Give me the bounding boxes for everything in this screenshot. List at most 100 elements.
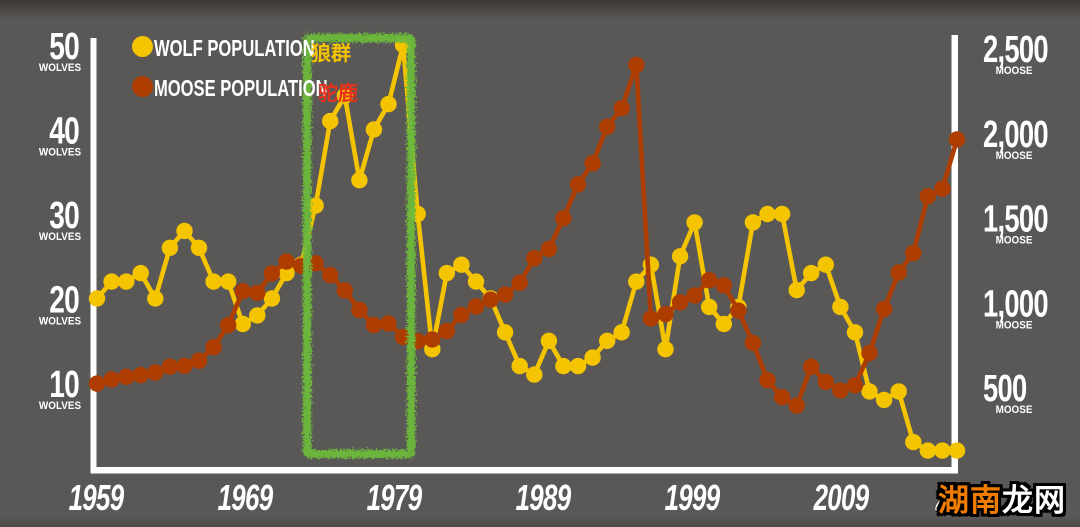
wolf-data-point (934, 442, 951, 459)
wolf-legend-label-zh: 狼群 (311, 43, 351, 65)
moose-data-point (569, 176, 587, 193)
moose-data-point (118, 368, 135, 385)
moose-data-point (424, 331, 441, 348)
left-axis-unit-label: WOLVES (39, 232, 81, 244)
left-axis-tick-label: 20 (49, 280, 79, 322)
moose-series-line (94, 62, 960, 408)
wolf-data-point (569, 357, 587, 375)
moose-data-point (788, 397, 805, 414)
moose-data-point (890, 264, 907, 281)
bottom-axis-line (90, 467, 958, 474)
wolf-data-point (88, 290, 106, 307)
left-axis-tick-label: 30 (49, 195, 79, 237)
wolf-data-point (715, 315, 732, 333)
moose-data-point (496, 286, 514, 303)
moose-data-point (511, 274, 528, 291)
x-axis-tick-label: 1989 (516, 478, 572, 518)
x-axis-tick-label: 1969 (218, 478, 274, 518)
moose-data-point (205, 339, 222, 356)
moose-data-point (263, 265, 281, 282)
moose-data-point (438, 322, 455, 340)
wolf-data-point (453, 256, 470, 273)
wolf-data-point (540, 332, 558, 349)
moose-data-point (875, 300, 893, 318)
x-axis-tick-label: 1959 (69, 478, 125, 518)
moose-data-point (919, 188, 936, 205)
moose-data-point (773, 389, 791, 406)
wolf-data-point (613, 324, 630, 341)
wolf-data-point (526, 366, 543, 383)
wolf-legend-label: WOLF POPULATION (154, 35, 315, 61)
right-axis-unit-label: MOOSE (996, 235, 1033, 247)
right-axis-tick-label: 2,500 (983, 29, 1048, 71)
moose-data-point (88, 375, 106, 392)
wolf-data-point (263, 290, 281, 307)
wolf-data-point (657, 341, 674, 358)
watermark-orange-text: 湖南 (938, 483, 1002, 518)
wolf-data-point (365, 121, 383, 138)
wolf-data-point (220, 273, 237, 290)
moose-data-point (103, 371, 120, 388)
moose-legend-label-zh: 驼鹿 (318, 83, 358, 105)
left-axis-line (90, 38, 97, 473)
wolf-data-point (671, 248, 689, 265)
wolf-data-point (205, 273, 222, 290)
wolf-data-point (278, 264, 295, 282)
wolf-data-point (496, 324, 514, 341)
x-axis-tick-label: 2019 (935, 478, 992, 518)
moose-data-point (132, 366, 149, 384)
wolf-data-point (788, 281, 805, 299)
right-axis-unit-label: MOOSE (996, 150, 1033, 162)
left-axis-unit-label: WOLVES (39, 401, 81, 413)
moose-data-point (628, 56, 645, 74)
moose-data-point (599, 118, 616, 135)
moose-data-point (817, 373, 834, 391)
moose-data-point (453, 306, 470, 324)
left-axis-tick-label: 10 (49, 364, 79, 406)
moose-data-point (642, 310, 660, 327)
wolf-data-point (686, 214, 703, 231)
right-axis-unit-label: MOOSE (996, 66, 1033, 78)
left-axis-unit-label: WOLVES (39, 63, 81, 75)
wolf-data-point (249, 307, 266, 324)
wolf-data-point (948, 442, 966, 459)
wolf-data-point (919, 442, 936, 459)
wolf-data-point (803, 264, 820, 282)
wolf-data-point (701, 298, 718, 316)
moose-data-point (540, 240, 558, 258)
watermark-white-text: 龙网 (1002, 483, 1066, 518)
right-axis-unit-label: MOOSE (996, 320, 1033, 332)
wolf-data-point (628, 273, 645, 290)
moose-data-point (147, 364, 164, 381)
moose-data-point (234, 283, 251, 300)
right-axis-unit-label: MOOSE (996, 405, 1033, 417)
moose-data-point (365, 316, 383, 334)
moose-data-point (380, 315, 397, 332)
wolf-data-point (190, 239, 208, 256)
moose-data-point (715, 277, 732, 294)
moose-data-point (671, 294, 689, 311)
wolf-data-point (817, 256, 834, 273)
moose-data-point (803, 358, 820, 375)
moose-data-point (948, 131, 966, 148)
wolf-data-point (234, 315, 251, 333)
moose-data-point (307, 255, 324, 272)
left-axis-unit-label: WOLVES (39, 147, 81, 159)
moose-data-point (584, 155, 601, 172)
wolf-data-point (555, 357, 572, 375)
wolf-data-point (773, 205, 791, 223)
wolf-data-point (380, 95, 397, 113)
x-axis-tick-label: 1999 (665, 478, 721, 518)
moose-data-point (832, 382, 849, 399)
wolf-data-point (322, 112, 339, 130)
wolf-data-point (351, 172, 368, 189)
moose-data-point (701, 272, 718, 289)
moose-data-point (467, 298, 485, 315)
wolf-data-point (759, 205, 776, 223)
x-axis-tick-label: 2009 (813, 478, 870, 518)
wolf-data-point (438, 264, 455, 282)
moose-data-point (759, 372, 776, 389)
wolf-data-point (161, 239, 179, 256)
moose-data-point (190, 352, 208, 369)
